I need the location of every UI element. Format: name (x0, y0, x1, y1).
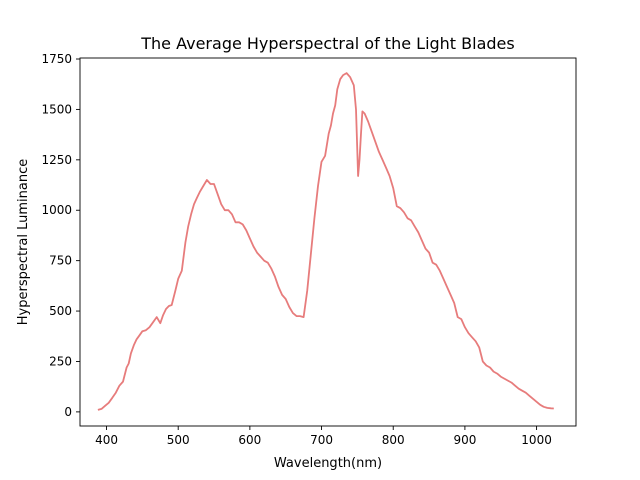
y-tick-label: 250 (49, 354, 72, 368)
y-tick-label: 750 (49, 254, 72, 268)
y-axis-ticks: 0 250 500 750 1000 1250 1500 1750 (41, 52, 80, 419)
y-tick-label: 500 (49, 304, 72, 318)
y-tick-label: 1250 (41, 153, 72, 167)
x-axis-label: Wavelength(nm) (274, 456, 382, 471)
x-tick-label: 1000 (521, 433, 552, 447)
x-tick-label: 600 (238, 433, 261, 447)
plot-frame (79, 57, 577, 427)
x-tick-label: 500 (167, 433, 190, 447)
spectrum-line (97, 72, 554, 411)
x-axis-ticks: 400 500 600 700 800 900 1000 (95, 426, 552, 447)
y-tick-label: 1750 (41, 52, 72, 66)
x-tick-label: 700 (310, 433, 333, 447)
x-tick-label: 900 (453, 433, 476, 447)
y-tick-label: 0 (64, 405, 72, 419)
x-tick-label: 800 (382, 433, 405, 447)
y-axis-label: Hyperspectral Luminance (16, 159, 31, 326)
y-tick-label: 1000 (41, 203, 72, 217)
chart-title: The Average Hyperspectral of the Light B… (140, 34, 514, 53)
plot-area (79, 57, 577, 427)
y-tick-label: 1500 (41, 102, 72, 116)
x-tick-label: 400 (95, 433, 118, 447)
